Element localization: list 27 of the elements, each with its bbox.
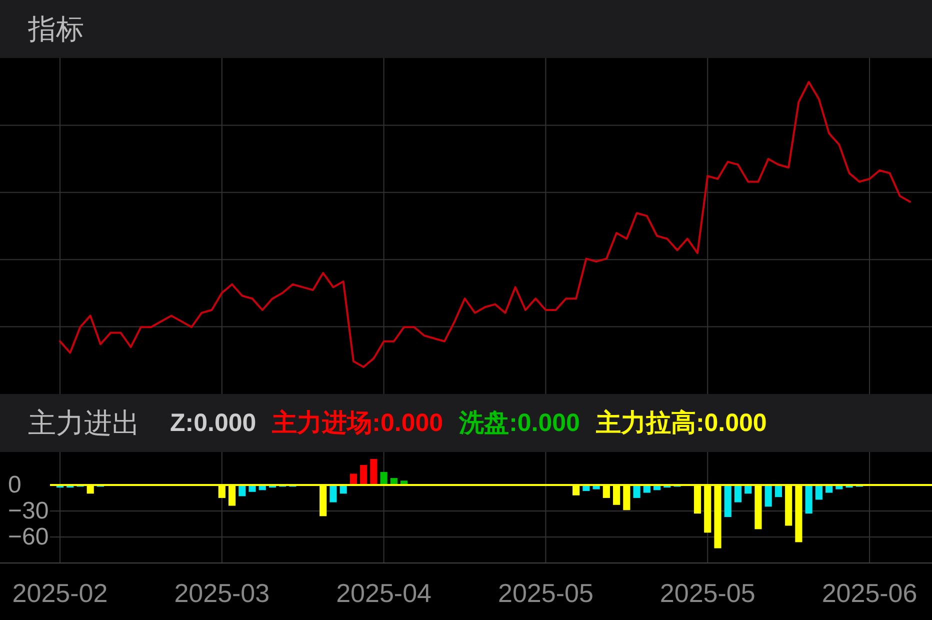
bar <box>734 484 742 502</box>
bar <box>774 484 782 498</box>
text: 洗盘:0.000 <box>458 409 580 437</box>
bar <box>360 465 368 485</box>
bar <box>724 484 732 518</box>
bar <box>370 458 378 485</box>
x-tick-label: 2025-05 <box>660 578 756 608</box>
series-label: 主力进场:0.000 <box>271 409 444 437</box>
x-tick-label: 2025-05 <box>498 578 594 608</box>
x-tick-label: 2025-06 <box>822 578 918 608</box>
text: Z:0.000 <box>170 409 256 437</box>
bar <box>380 472 388 485</box>
x-tick-label: 2025-02 <box>12 578 108 608</box>
chart-title: 指标 <box>27 14 84 44</box>
y-tick-label: 0 <box>8 471 22 498</box>
bar <box>633 484 640 498</box>
bar <box>805 484 812 514</box>
bar <box>350 474 357 485</box>
series-label: 主力拉高:0.000 <box>594 409 767 437</box>
x-tick-label: 2025-03 <box>174 578 270 608</box>
bar <box>330 484 337 502</box>
bar <box>815 484 822 500</box>
bar <box>764 484 772 507</box>
y-tick-label: −60 <box>8 523 49 550</box>
x-tick-label: 2025-04 <box>336 578 432 608</box>
y-tick-label: −30 <box>8 497 49 524</box>
chart-title: 主力进出 <box>28 408 140 438</box>
